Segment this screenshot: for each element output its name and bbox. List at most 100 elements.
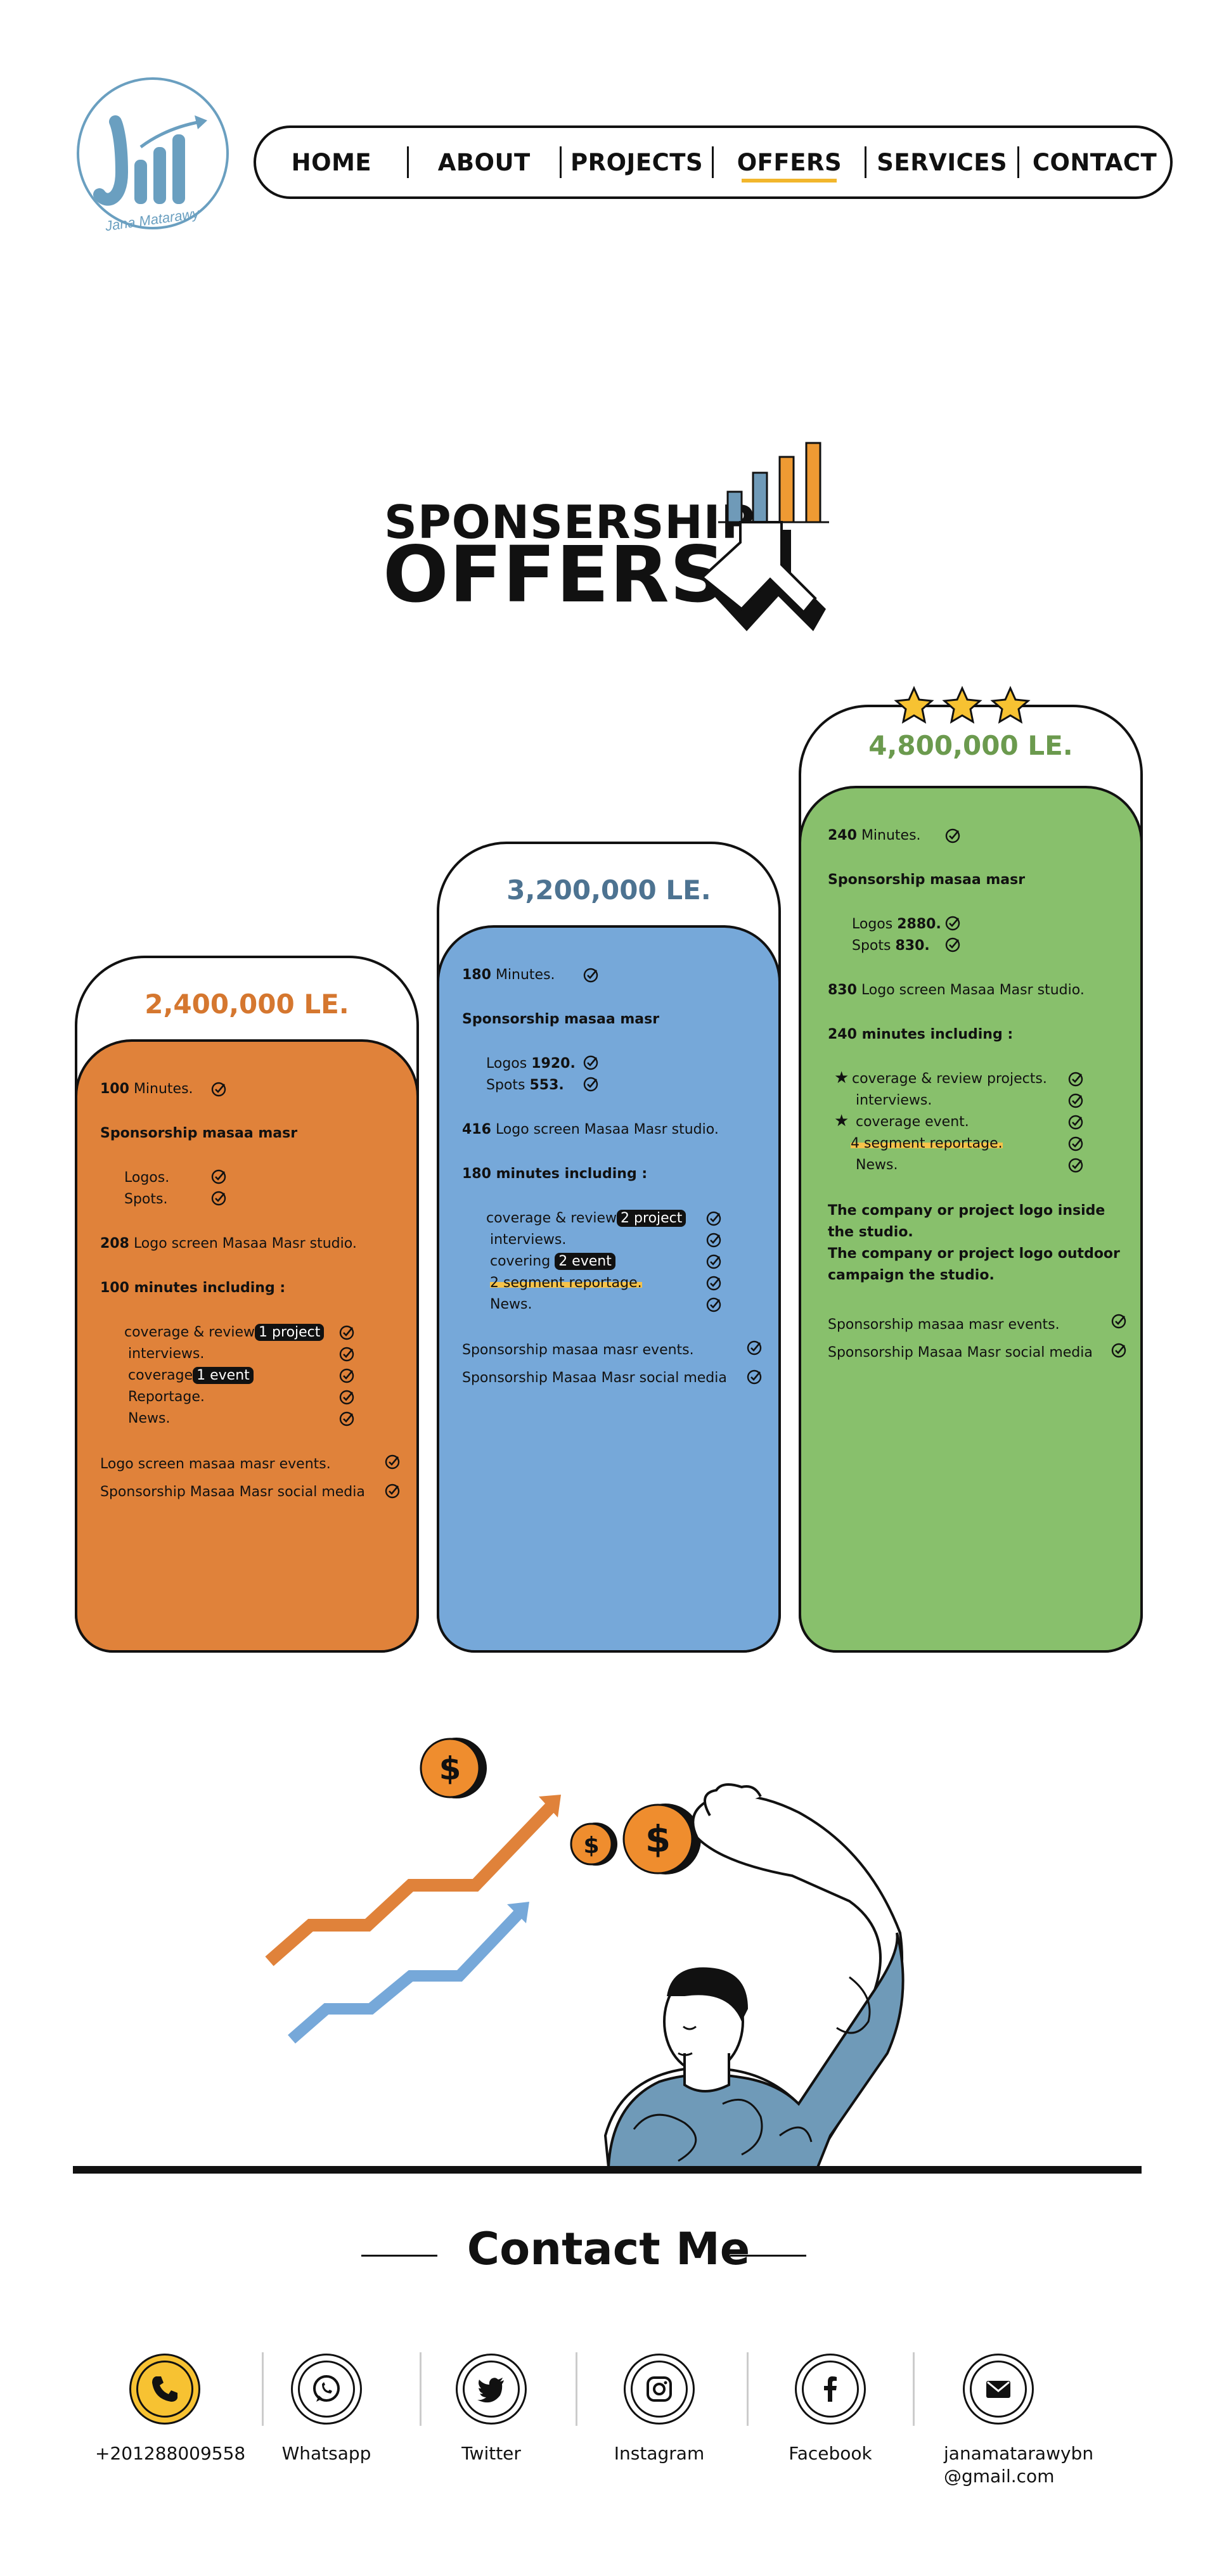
nav-about[interactable]: ABOUT	[437, 148, 531, 176]
spots-line: Spots 553.	[486, 1077, 564, 1093]
interviews-line: interviews.	[856, 1093, 932, 1108]
contact-phone[interactable]: +201288009558	[95, 2354, 246, 2465]
events-line: Sponsorship masaa masr events.	[828, 1317, 1060, 1333]
news-line: News.	[128, 1411, 171, 1426]
check-icon	[747, 1369, 762, 1385]
offer-card-body: 240 Minutes. Sponsorship masaa masr Logo…	[799, 786, 1143, 1653]
outdoor-line-1: The company or project logo outdoor	[828, 1246, 1120, 1262]
nav-projects[interactable]: PROJECTS	[570, 148, 704, 176]
phone-icon[interactable]	[129, 2354, 200, 2425]
minutes-line: 240 Minutes.	[828, 828, 921, 843]
social-line: Sponsorship Masaa Masr social media	[828, 1345, 1093, 1361]
check-icon	[339, 1368, 354, 1383]
check-icon	[706, 1211, 721, 1226]
contact-label: Instagram	[614, 2443, 705, 2464]
coverage-event-line: coverage event.	[856, 1114, 969, 1130]
nav-divider	[1017, 146, 1020, 178]
contact-title: Contact Me	[467, 2223, 750, 2275]
contact-label: janamatarawybn @gmail.com	[929, 2442, 1094, 2489]
segment-line: 2 segment reportage.	[490, 1275, 642, 1291]
instagram-icon[interactable]	[624, 2354, 695, 2425]
logo-screen-line: 830 Logo screen Masaa Masr studio.	[828, 982, 1085, 998]
contact-facebook[interactable]: Facebook	[761, 2354, 900, 2465]
offer-card-body: 180 Minutes. Sponsorship masaa masr Logo…	[437, 925, 781, 1653]
offer-card-bronze[interactable]: 2,400,000 LE. 100 Minutes. Sponsorship m…	[75, 956, 419, 1653]
growth-chart-icon	[702, 442, 829, 631]
title-rule-right	[730, 2255, 806, 2257]
nav-divider	[559, 146, 562, 178]
twitter-icon[interactable]	[456, 2354, 527, 2425]
facebook-icon[interactable]	[795, 2354, 866, 2425]
check-icon	[339, 1411, 354, 1426]
outdoor-line-2: campaign the studio.	[828, 1267, 995, 1283]
whatsapp-icon[interactable]	[291, 2354, 362, 2425]
coverage-event-line: coverage 1 event	[128, 1367, 254, 1384]
check-icon	[747, 1340, 762, 1355]
covering-line: covering 2 event	[490, 1253, 615, 1270]
contact-label: +201288009558	[95, 2443, 246, 2464]
contact-divider	[576, 2352, 577, 2426]
coverage-line: coverage & review projects.	[852, 1071, 1047, 1087]
check-icon	[211, 1082, 226, 1097]
contact-instagram[interactable]: Instagram	[589, 2354, 729, 2465]
email-icon[interactable]	[963, 2354, 1034, 2425]
offer-price: 3,200,000 LE.	[506, 875, 711, 906]
inside-line-1: The company or project logo inside	[828, 1203, 1105, 1219]
star-bullet-icon: ★	[834, 1112, 849, 1131]
check-icon	[945, 937, 960, 952]
svg-text:$: $	[583, 1833, 599, 1859]
segment-line: 4 segment reportage.	[851, 1136, 1003, 1151]
check-icon	[583, 968, 598, 983]
main-nav: HOME ABOUT PROJECTS OFFERS SERVICES CONT…	[254, 125, 1173, 199]
check-icon	[1068, 1136, 1083, 1151]
contact-whatsapp[interactable]: Whatsapp	[257, 2354, 396, 2465]
including-line: 100 minutes including :	[100, 1280, 286, 1296]
news-line: News.	[856, 1157, 898, 1173]
nav-divider	[406, 146, 409, 178]
email-line-2: @gmail.com	[944, 2466, 1055, 2487]
contact-divider	[420, 2352, 422, 2426]
title-rule-left	[361, 2255, 437, 2257]
nav-services[interactable]: SERVICES	[877, 148, 1008, 176]
email-line-1: janamatarawybn	[944, 2443, 1094, 2464]
star-bullet-icon: ★	[834, 1068, 849, 1087]
check-icon	[706, 1276, 721, 1291]
contact-email[interactable]: janamatarawybn @gmail.com	[929, 2354, 1094, 2489]
nav-divider	[712, 146, 714, 178]
check-icon	[211, 1191, 226, 1206]
social-line: Sponsorship Masaa Masr social media	[100, 1484, 365, 1500]
check-icon	[706, 1254, 721, 1269]
contact-divider	[262, 2352, 264, 2426]
rating-stars	[894, 686, 1031, 724]
contact-label: Whatsapp	[281, 2443, 371, 2464]
contact-divider	[747, 2352, 749, 2426]
money-illustration: $ $ $	[265, 1738, 905, 2167]
spots-line: Spots 830.	[852, 938, 930, 954]
spots-line: Spots.	[124, 1191, 168, 1207]
nav-offers[interactable]: OFFERS	[714, 149, 865, 176]
contact-divider	[913, 2352, 915, 2426]
check-icon	[583, 1055, 598, 1070]
offer-card-gold[interactable]: 4,800,000 LE. 240 Minutes. Sponsorship m…	[799, 705, 1143, 1653]
logo-screen-line: 416 Logo screen Masaa Masr studio.	[462, 1122, 719, 1137]
nav-contact[interactable]: CONTACT	[1032, 148, 1157, 176]
logos-line: Logos.	[124, 1170, 170, 1186]
star-icon	[990, 686, 1031, 724]
contact-twitter[interactable]: Twitter	[422, 2354, 561, 2465]
events-line: Logo screen masaa masr events.	[100, 1456, 331, 1472]
interviews-line: interviews.	[490, 1232, 567, 1248]
check-icon	[1068, 1072, 1083, 1087]
sponsorship-line: Sponsorship masaa masr	[100, 1125, 298, 1141]
brand-logo[interactable]: Jana Matarawy	[71, 77, 235, 242]
nav-divider	[865, 146, 867, 178]
offer-card-silver[interactable]: 3,200,000 LE. 180 Minutes. Sponsorship m…	[437, 842, 781, 1653]
check-icon	[339, 1390, 354, 1405]
news-line: News.	[490, 1297, 532, 1312]
check-icon	[1111, 1343, 1126, 1358]
logos-line: Logos 2880.	[852, 916, 941, 932]
nav-home[interactable]: HOME	[291, 148, 372, 176]
check-icon	[339, 1325, 354, 1340]
interviews-line: interviews.	[128, 1346, 205, 1362]
check-icon	[706, 1233, 721, 1248]
svg-text:$: $	[439, 1750, 461, 1787]
